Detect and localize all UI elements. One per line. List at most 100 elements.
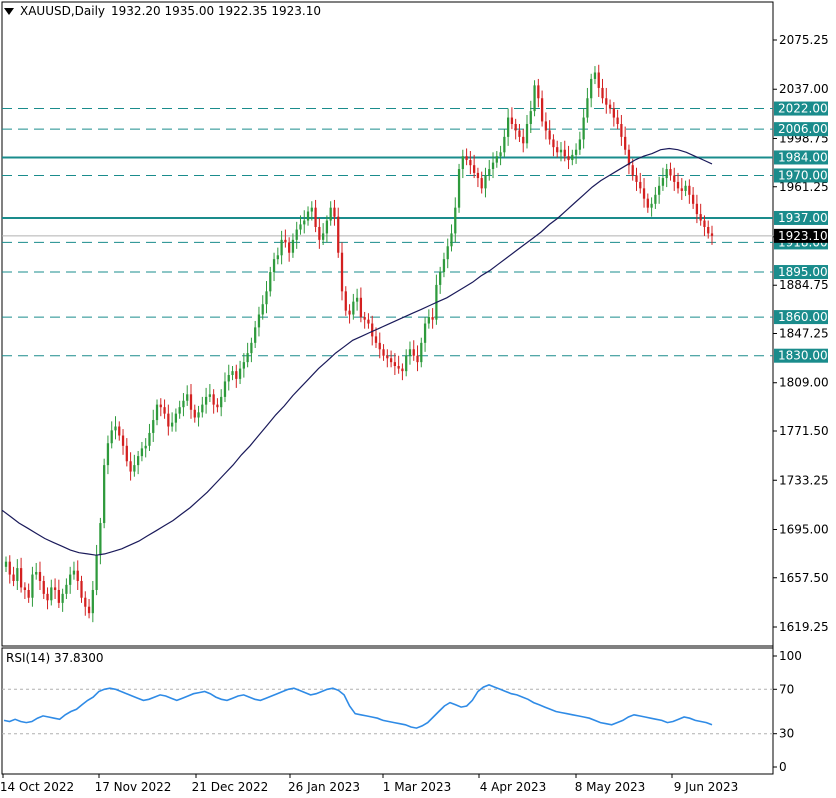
y-tick-label: 1961.25	[779, 180, 829, 194]
candle-body	[495, 156, 498, 163]
candle-body	[439, 272, 442, 285]
candle-body	[374, 336, 378, 343]
candle-body	[163, 407, 166, 414]
candle-body	[680, 188, 683, 191]
candle-body	[99, 523, 102, 556]
candle-body	[688, 185, 691, 195]
candle-body	[673, 175, 676, 182]
candle-body	[23, 587, 27, 590]
candle-body	[261, 304, 264, 315]
candle-body	[514, 123, 517, 131]
candle-body	[359, 297, 363, 318]
level-label: 2022.00	[778, 102, 828, 116]
candle-body	[586, 98, 589, 118]
candle-body	[574, 149, 578, 155]
candle-body	[499, 152, 502, 157]
candle-body	[137, 456, 140, 466]
candle-body	[608, 104, 612, 109]
candle-body	[284, 239, 287, 243]
candle-body	[703, 220, 706, 227]
candle-body	[522, 136, 525, 144]
candle-body	[50, 587, 53, 601]
candle-body	[19, 568, 23, 588]
candle-body	[193, 409, 196, 418]
level-label: 1895.00	[778, 265, 828, 279]
candle-body	[325, 220, 329, 234]
level-label: 1860.00	[778, 310, 828, 324]
candle-body	[571, 154, 574, 161]
candle-body	[529, 111, 532, 124]
candle-body	[114, 426, 117, 431]
candle-body	[250, 342, 253, 354]
candle-body	[710, 233, 714, 236]
candle-body	[533, 85, 536, 112]
candle-body	[601, 87, 604, 99]
candle-body	[35, 571, 38, 575]
candle-body	[525, 123, 529, 144]
candle-body	[46, 593, 49, 601]
candle-body	[31, 574, 34, 598]
candle-body	[65, 584, 68, 594]
candle-body	[676, 181, 680, 189]
candle-body	[42, 580, 45, 594]
candle-body	[506, 117, 510, 137]
candle-body	[480, 178, 483, 189]
y-tick-label: 2037.00	[779, 82, 829, 96]
candle-body	[627, 149, 631, 166]
candle-body	[57, 589, 60, 603]
candle-body	[208, 394, 212, 397]
candle-body	[8, 561, 11, 575]
candle-body	[420, 342, 423, 363]
rsi-line	[3, 684, 713, 729]
candle-body	[620, 123, 623, 137]
candle-body	[38, 571, 42, 581]
candle-body	[186, 394, 189, 401]
candle-body	[4, 561, 8, 567]
candle-body	[125, 445, 128, 462]
x-tick-label: 17 Nov 2022	[95, 780, 172, 794]
current-price-bg	[774, 228, 828, 243]
candle-body	[597, 72, 600, 88]
y-tick-label: 1809.00	[779, 376, 829, 390]
candle-body	[152, 420, 155, 433]
ohlc-values: 1932.20 1935.00 1922.35 1923.10	[111, 4, 321, 18]
candle-body	[84, 597, 87, 607]
candle-body	[333, 207, 336, 217]
candle-body	[348, 310, 351, 315]
candle-body	[182, 400, 185, 408]
candle-body	[593, 72, 597, 79]
candle-body	[416, 355, 419, 363]
x-tick-label: 14 Oct 2022	[0, 780, 74, 794]
candle-body	[363, 317, 366, 320]
candle-body	[337, 216, 340, 253]
rsi-tick-label: 100	[779, 649, 802, 663]
candle-body	[276, 255, 279, 260]
candle-body	[204, 396, 208, 405]
candle-body	[684, 185, 687, 191]
moving-average-line	[1, 147, 713, 556]
candle-body	[27, 589, 30, 598]
candle-body	[53, 587, 57, 590]
x-tick-label: 26 Jan 2023	[288, 780, 360, 794]
candle-body	[87, 606, 91, 614]
candle-body	[367, 319, 370, 324]
level-label-bg	[774, 265, 828, 280]
level-label-bg	[774, 122, 828, 137]
candle-body	[642, 188, 646, 199]
symbol-label: XAUUSD,Daily	[20, 4, 106, 18]
collapse-triangle-icon[interactable]	[4, 7, 14, 15]
rsi-tick-label: 30	[779, 727, 794, 741]
candle-body	[118, 426, 121, 436]
candle-body	[280, 239, 283, 256]
candle-body	[314, 207, 317, 227]
candle-body	[133, 465, 136, 472]
candle-body	[556, 147, 559, 153]
y-tick-label: 1619.25	[779, 620, 829, 634]
level-label: 1970.00	[778, 168, 828, 182]
chart-header: XAUUSD,Daily 1932.20 1935.00 1922.35 192…	[4, 4, 321, 18]
candle-body	[61, 593, 64, 603]
candle-body	[235, 371, 238, 379]
candle-body	[178, 407, 181, 414]
candle-body	[344, 291, 347, 311]
